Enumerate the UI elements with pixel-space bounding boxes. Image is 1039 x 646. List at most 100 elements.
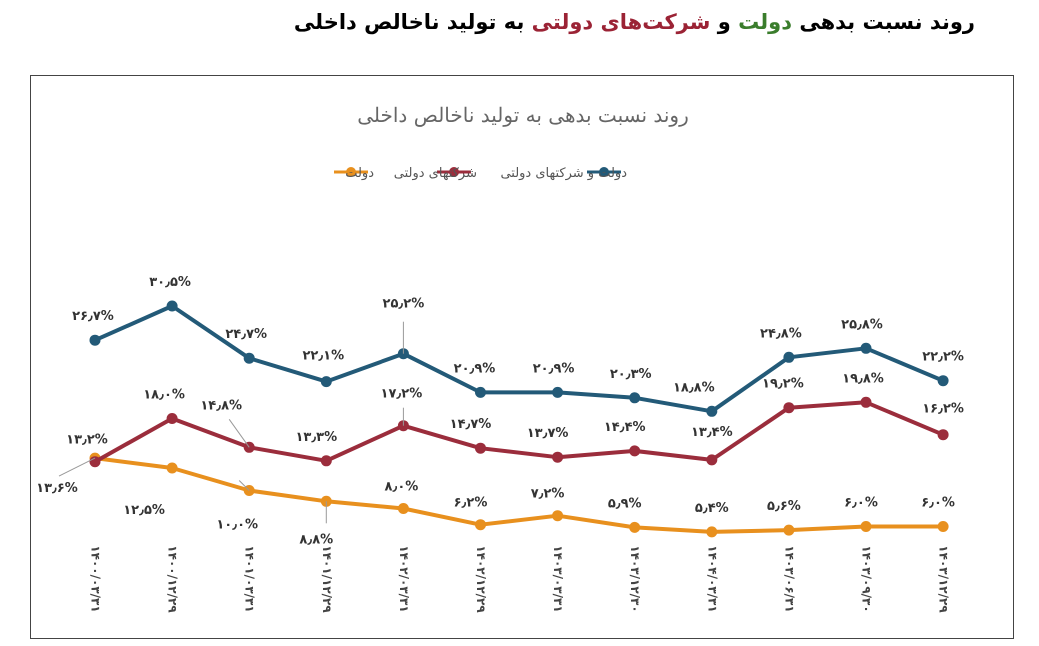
series-line-gov <box>93 456 946 534</box>
data-label-gov: ۷٫۲% <box>531 487 565 502</box>
data-label-soe: ۱۳٫۷% <box>527 426 569 441</box>
x-tick-label: ۱۴۰۴/۰۳/۳۱ <box>705 545 719 612</box>
data-point-soe <box>552 451 564 463</box>
chart-title: روند نسبت بدهی به تولید ناخالص داخلی <box>357 103 689 127</box>
data-point-gov <box>783 524 795 536</box>
x-tick-label: ۱۴۰۳/۱۲/۲۹ <box>937 545 951 613</box>
data-point-soe <box>783 402 795 414</box>
data-label-soe: ۱۴٫۸% <box>200 398 242 413</box>
data-label-soe: ۱۶٫۲% <box>922 402 964 417</box>
data-label-soe: ۱۳٫۲% <box>66 433 108 448</box>
data-point-soe <box>860 396 872 408</box>
title-gov: دولت <box>738 10 793 34</box>
x-tick-label: ۱۴۰۳/۱۲/۳۰ <box>628 545 642 612</box>
data-label-gov: ۵٫۴% <box>695 501 729 516</box>
data-label-total: ۲۰٫۹% <box>533 361 575 376</box>
legend-marker-soe <box>449 167 459 177</box>
data-point-total <box>475 386 486 398</box>
x-tick-label: ۱۴۰۲/۰۳/۳۱ <box>397 545 411 612</box>
data-label-soe: ۱۳٫۴% <box>691 425 733 440</box>
leader-line <box>58 457 96 477</box>
x-tick-label: ۱۴۰۰/۰۳/۳۱ <box>89 545 103 612</box>
data-label-soe: ۱۹٫۸% <box>842 371 884 386</box>
data-label-soe: ۱۴٫۴% <box>604 420 646 435</box>
data-point-soe <box>320 455 332 467</box>
legend: دولت شرکتهای دولتی دولت و شرکتهای دولتی <box>334 166 627 181</box>
data-point-total <box>860 342 872 354</box>
x-tick-label: ۱۴۰۰/۱۲/۲۹ <box>166 545 180 613</box>
legend-label-gov: دولت <box>345 166 374 181</box>
x-tick-label: ۱۴۰۲/۱۲/۲۹ <box>474 545 488 613</box>
data-point-total <box>166 300 178 312</box>
data-point-soe <box>89 456 101 468</box>
data-point-soe <box>937 429 949 441</box>
data-label-gov: ۶٫۰% <box>844 496 878 511</box>
data-label-gov: ۱۰٫۰% <box>216 518 258 533</box>
x-tick-label: ۱۴۰۱/۰۳/۳۱ <box>243 545 257 612</box>
data-point-soe <box>475 442 486 454</box>
legend-label-soe: شرکتهای دولتی <box>394 166 477 181</box>
data-label-gov: ۵٫۶% <box>767 499 801 514</box>
data-point-gov <box>629 521 641 533</box>
data-point-total <box>243 352 255 364</box>
x-tick-label: ۱۴۰۱/۱۲/۲۹ <box>320 545 334 613</box>
data-label-gov: ۵٫۹% <box>608 496 642 511</box>
line-chart: روند نسبت بدهی به تولید ناخالص داخلی دول… <box>36 103 964 613</box>
x-tick-label: ۱۴۰۳/۰۹/۳۰ <box>860 545 874 612</box>
page-title: روند نسبت بدهی دولت و شرکت‌های دولتی به … <box>15 10 975 34</box>
data-point-total <box>320 376 332 388</box>
data-point-gov <box>552 510 564 522</box>
data-label-total: ۲۲٫۲% <box>922 350 964 365</box>
data-label-total: ۲۰٫۹% <box>454 361 496 376</box>
legend-label-total: دولت و شرکتهای دولتی <box>500 166 627 181</box>
data-point-total <box>629 392 641 404</box>
legend-marker-gov <box>346 167 356 177</box>
title-part2: به تولید ناخالص داخلی <box>293 10 525 34</box>
data-point-total <box>783 351 795 363</box>
data-label-gov: ۶٫۲% <box>454 496 488 511</box>
data-point-soe <box>166 413 178 424</box>
data-label-gov: ۱۳٫۶% <box>36 481 78 496</box>
series-total <box>89 300 949 417</box>
series-line-soe <box>93 400 946 464</box>
data-point-gov <box>937 521 949 532</box>
x-axis: ۱۴۰۰/۰۳/۳۱ ۱۴۰۰/۱۲/۲۹ ۱۴۰۱/۰۳/۳۱ ۱۴۰۱/۱۲/۲۹… <box>89 545 951 613</box>
title-and: و <box>717 10 731 34</box>
data-label-total: ۲۴٫۸% <box>760 326 802 341</box>
data-point-soe <box>629 445 641 457</box>
data-label-soe: ۱۴٫۷% <box>450 417 492 432</box>
chart-marks: ۱۳٫۶% ۱۲٫۵% ۱۰٫۰% ۸٫۸% ۸٫۰% ۶٫۲% ۷٫۲% ۵٫۹% ۵٫۴% ۵… <box>36 275 964 547</box>
data-label-total: ۳۰٫۵% <box>149 275 191 290</box>
x-tick-label: ۱۴۰۳/۰۶/۳۱ <box>782 545 796 612</box>
title-part1: روند نسبت بدهی <box>799 10 975 34</box>
series-line-total <box>93 304 946 414</box>
data-point-gov <box>860 521 872 532</box>
data-label-total: ۱۸٫۸% <box>673 380 715 395</box>
data-label-total: ۲۰٫۳% <box>610 367 652 382</box>
data-label-soe: ۱۸٫۰% <box>143 388 185 403</box>
data-label-soe: ۱۷٫۲% <box>381 387 423 402</box>
data-label-soe: ۱۳٫۳% <box>295 430 337 445</box>
data-label-total: ۲۴٫۷% <box>225 327 267 342</box>
data-point-gov <box>166 462 178 474</box>
title-soe: شرکت‌های دولتی <box>531 10 711 34</box>
data-label-gov: ۶٫۰% <box>921 496 955 511</box>
data-label-gov: ۸٫۰% <box>385 480 419 495</box>
data-point-total <box>552 386 564 398</box>
data-label-soe: ۱۹٫۲% <box>762 377 804 392</box>
data-label-total: ۲۵٫۲% <box>383 297 425 312</box>
x-tick-label: ۱۴۰۳/۰۳/۳۱ <box>551 545 565 612</box>
data-label-gov: ۱۲٫۵% <box>123 503 165 518</box>
data-point-total <box>89 334 101 346</box>
data-label-total: ۲۶٫۷% <box>72 309 114 324</box>
chart-frame: روند نسبت بدهی به تولید ناخالص داخلی دول… <box>30 75 1014 639</box>
leader-line <box>228 419 250 448</box>
leader-line <box>238 480 250 491</box>
data-point-gov <box>706 526 718 538</box>
data-point-gov <box>475 519 486 531</box>
legend-marker-total <box>599 167 609 177</box>
data-point-total <box>937 375 949 387</box>
data-point-soe <box>706 454 718 466</box>
data-label-total: ۲۲٫۱% <box>302 349 344 364</box>
data-point-total <box>706 405 718 417</box>
